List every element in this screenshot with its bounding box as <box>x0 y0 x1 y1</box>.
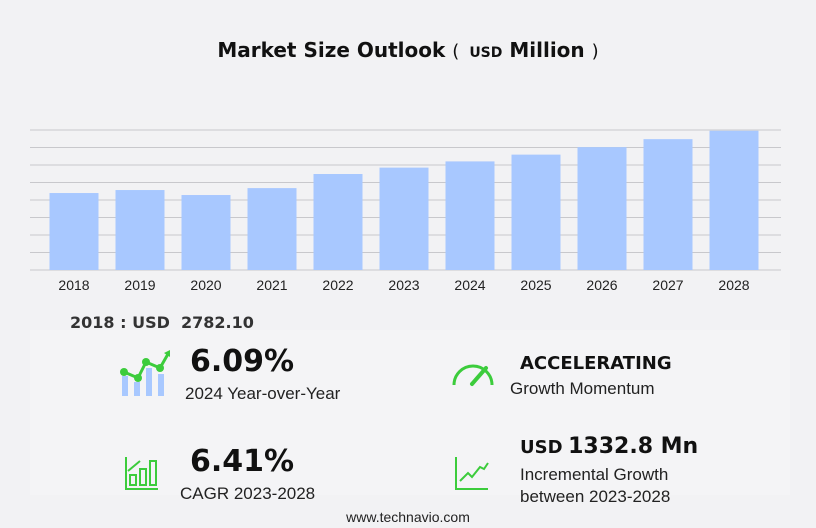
x-tick-label: 2021 <box>256 277 287 293</box>
x-tick-label: 2025 <box>520 277 551 293</box>
x-tick-label: 2020 <box>190 277 221 293</box>
title-paren-open: ( <box>452 41 460 62</box>
title-main: Market Size Outlook <box>217 38 446 62</box>
incremental-label-2: between 2023-2028 <box>520 487 671 506</box>
momentum-value: ACCELERATING <box>520 353 672 374</box>
x-tick-label: 2026 <box>586 277 617 293</box>
x-tick-label: 2019 <box>124 277 155 293</box>
bar-2026 <box>577 147 627 270</box>
bar-2028 <box>709 130 759 270</box>
incremental-amount: 1332.8 Mn <box>568 434 699 459</box>
incremental-value: USD 1332.8 Mn <box>520 434 698 459</box>
title-unit: USD <box>469 45 503 61</box>
x-tick-label: 2023 <box>388 277 419 293</box>
bar-2018 <box>49 193 99 270</box>
cagr-value: 6.41% <box>190 444 295 479</box>
title-paren-close: ) <box>591 41 599 62</box>
yoy-value: 6.09% <box>190 344 295 379</box>
bar-2019 <box>115 190 165 270</box>
bar-2027 <box>643 139 693 270</box>
bar-2025 <box>511 154 561 270</box>
speedometer-icon <box>452 364 494 386</box>
bar-2022 <box>313 173 363 270</box>
first-year-value: 2018 : USD 2782.10 <box>70 313 254 332</box>
incremental-label-1: Incremental Growth <box>520 465 669 484</box>
bar-2023 <box>379 167 429 270</box>
yoy-label: 2024 Year-over-Year <box>185 384 341 403</box>
title-suffix: Million <box>509 38 585 62</box>
incremental-unit: USD <box>520 437 563 458</box>
cagr-label: CAGR 2023-2028 <box>180 484 316 503</box>
momentum-label: Growth Momentum <box>510 379 655 398</box>
x-tick-label: 2024 <box>454 277 485 293</box>
chart-title: Market Size Outlook ( USD Million ) <box>0 38 816 62</box>
x-tick-label: 2028 <box>718 277 749 293</box>
bar-2021 <box>247 188 297 270</box>
bar-growth-icon <box>125 457 158 490</box>
bar-chart: 2018 2019 2020 2021 2022 2023 2024 2025 2026 2027… <box>30 129 781 293</box>
x-tick-label: 2018 <box>58 277 89 293</box>
x-tick-label: 2027 <box>652 277 683 293</box>
bar-2024 <box>445 161 495 270</box>
x-tick-label: 2022 <box>322 277 353 293</box>
bar-2020 <box>181 195 231 270</box>
footer-url: www.technavio.com <box>346 509 470 525</box>
line-growth-icon <box>455 457 489 490</box>
growth-chart-icon <box>120 350 170 396</box>
